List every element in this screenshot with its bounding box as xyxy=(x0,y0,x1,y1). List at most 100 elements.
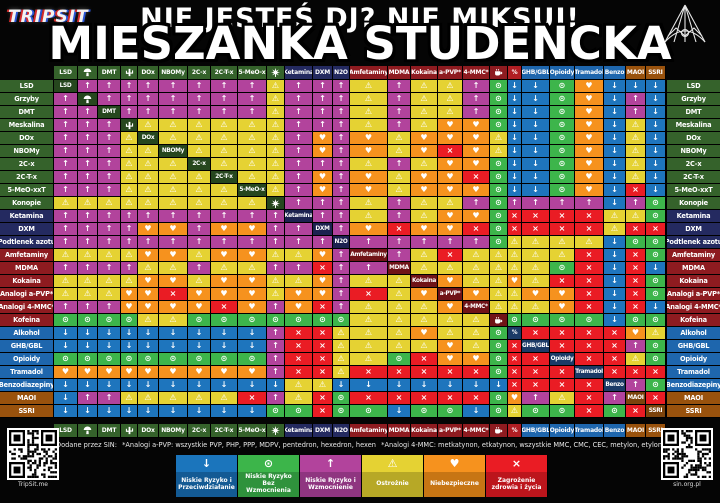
matrix-cell: ♥ xyxy=(159,275,188,288)
matrix-cell: ⚠ xyxy=(522,249,550,262)
matrix-cell: ⚠ xyxy=(350,327,388,340)
row-label: 2C-T-x xyxy=(0,171,54,184)
matrix-cell: ↑ xyxy=(626,379,646,392)
column-header: DOx xyxy=(138,424,159,438)
matrix-cell: ⊙ xyxy=(267,314,285,327)
matrix-cell: ↑ xyxy=(626,197,646,210)
matrix-cell: ⚠ xyxy=(188,132,211,145)
matrix-cell: ⚠ xyxy=(188,275,211,288)
matrix-cell: × xyxy=(626,405,646,418)
matrix-cell: ♥ xyxy=(159,366,188,379)
column-header: Opioidy xyxy=(550,424,575,438)
matrix-cell: × xyxy=(508,353,522,366)
matrix-cell: ↓ xyxy=(121,327,138,340)
matrix-cell: ⊙ xyxy=(333,392,350,405)
matrix-cell: ⚠ xyxy=(490,275,508,288)
matrix-cell: ♥ xyxy=(463,288,490,301)
matrix-cell: ⚠ xyxy=(267,106,285,119)
matrix-diagonal-cell: GHB/GBL xyxy=(522,340,550,353)
row-label: DXM xyxy=(666,223,720,236)
matrix-cell: ⊙ xyxy=(490,353,508,366)
matrix-cell: ↓ xyxy=(211,327,238,340)
matrix-diagonal-cannabis-icon xyxy=(267,197,285,210)
matrix-cell: ⚠ xyxy=(350,275,388,288)
matrix-cell: ↓ xyxy=(188,327,211,340)
row-label: Analogi a-PVP* xyxy=(0,288,54,301)
matrix-cell: ↓ xyxy=(508,80,522,93)
mushroom-icon xyxy=(78,66,98,80)
matrix-cell: ⚠ xyxy=(138,184,159,197)
matrix-cell: × xyxy=(313,262,333,275)
matrix-diagonal-cell: LSD xyxy=(54,80,78,93)
matrix-cell: ↑ xyxy=(78,184,98,197)
column-header: 2C-x xyxy=(188,424,211,438)
matrix-cell: ↓ xyxy=(646,132,666,145)
matrix-cell: ↑ xyxy=(313,80,333,93)
matrix-cell: ⚠ xyxy=(159,392,188,405)
matrix-cell: ↑ xyxy=(267,301,285,314)
matrix-cell: ↓ xyxy=(54,392,78,405)
matrix-cell: ⊙ xyxy=(646,353,666,366)
matrix-cell: ⚠ xyxy=(350,353,388,366)
legend-symbol-icon: ↓ xyxy=(176,455,237,472)
matrix-cell: ⚠ xyxy=(238,132,267,145)
matrix-cell: × xyxy=(508,210,522,223)
matrix-cell: ↑ xyxy=(78,80,98,93)
matrix-cell: × xyxy=(438,249,463,262)
row-label: 5-MeO-xxT xyxy=(666,184,720,197)
matrix-cell: ↓ xyxy=(350,379,388,392)
matrix-cell: ↓ xyxy=(438,379,463,392)
matrix-cell: × xyxy=(350,366,388,379)
row-label: Analogi 4-MMC* xyxy=(666,301,720,314)
matrix-cell: ↑ xyxy=(98,392,121,405)
legend-item: ♥ Niebezpieczne xyxy=(424,455,486,497)
column-header: 2C-T-x xyxy=(211,424,238,438)
matrix-cell: ♥ xyxy=(438,119,463,132)
matrix-cell: ↑ xyxy=(333,197,350,210)
matrix-cell: ⚠ xyxy=(522,275,550,288)
matrix-cell: ⚠ xyxy=(285,379,313,392)
legend-symbol-icon: ↑ xyxy=(300,455,361,472)
matrix-cell: ♥ xyxy=(211,288,238,301)
matrix-cell: ↑ xyxy=(54,223,78,236)
row-label: Grzyby xyxy=(0,93,54,106)
row-label: Amfetaminy xyxy=(666,249,720,262)
matrix-cell: × xyxy=(575,327,604,340)
matrix-cell: ⚠ xyxy=(121,275,138,288)
matrix-cell: ⚠ xyxy=(138,145,159,158)
matrix-cell: × xyxy=(550,223,575,236)
matrix-cell: ⚠ xyxy=(438,314,463,327)
matrix-cell: ↑ xyxy=(121,236,138,249)
matrix-cell: ↓ xyxy=(411,379,438,392)
matrix-cell: ↑ xyxy=(285,184,313,197)
matrix-cell: ↑ xyxy=(54,93,78,106)
matrix-cell: ⚠ xyxy=(211,262,238,275)
matrix-cell: ⚠ xyxy=(238,158,267,171)
matrix-cell: ↓ xyxy=(78,327,98,340)
matrix-diagonal-cell: MAOI xyxy=(626,392,646,405)
matrix-cell: ⊙ xyxy=(285,314,313,327)
background-title: NIE JESTEŚ DJ? NIE MIKSUJ! xyxy=(140,3,580,34)
matrix-cell: ↑ xyxy=(285,236,313,249)
matrix-cell: ♥ xyxy=(313,275,333,288)
matrix-cell: ⚠ xyxy=(267,275,285,288)
matrix-cell: ↑ xyxy=(411,236,438,249)
matrix-cell: ⚠ xyxy=(238,171,267,184)
matrix-cell: ⚠ xyxy=(78,249,98,262)
matrix-cell: ↓ xyxy=(267,379,285,392)
matrix-cell: ♥ xyxy=(159,223,188,236)
matrix-cell: ⚠ xyxy=(411,262,438,275)
matrix-cell: ⚠ xyxy=(211,197,238,210)
matrix-cell: ⚠ xyxy=(121,184,138,197)
matrix-cell: ♥ xyxy=(438,132,463,145)
coffee-icon xyxy=(490,424,508,438)
matrix-cell: ⚠ xyxy=(211,158,238,171)
row-label: DOx xyxy=(666,132,720,145)
matrix-cell: ♥ xyxy=(550,301,575,314)
matrix-cell: ⚠ xyxy=(646,327,666,340)
matrix-cell: ⊙ xyxy=(490,236,508,249)
matrix-cell: ⊙ xyxy=(646,275,666,288)
matrix-cell: ↑ xyxy=(388,119,411,132)
matrix-cell: × xyxy=(285,366,313,379)
matrix-cell: ⚠ xyxy=(463,314,490,327)
